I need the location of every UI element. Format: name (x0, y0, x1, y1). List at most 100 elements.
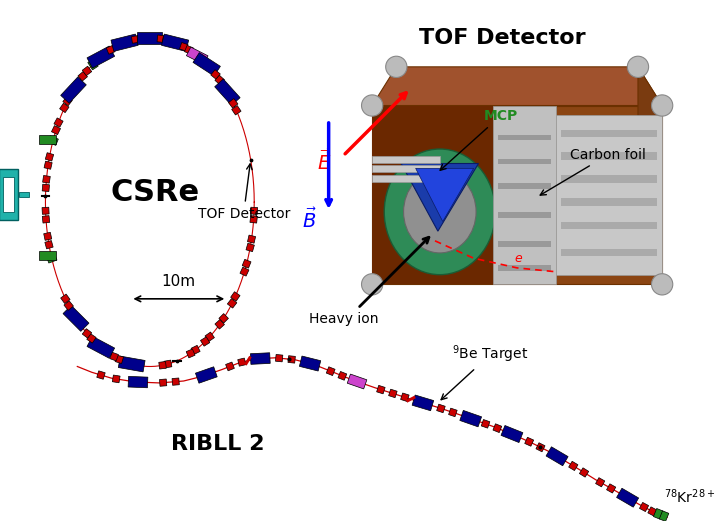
Bar (498, 135, 551, 140)
Text: $\vec{E}$: $\vec{E}$ (318, 149, 331, 174)
Bar (118, 356, 145, 372)
Polygon shape (415, 169, 474, 222)
Bar (191, 346, 200, 355)
Bar (82, 329, 91, 338)
Bar (44, 232, 52, 240)
Bar (288, 356, 295, 363)
Bar (219, 314, 228, 323)
Bar (42, 216, 50, 223)
Bar (48, 136, 58, 145)
Bar (42, 184, 50, 191)
Bar (160, 379, 167, 386)
Bar (215, 75, 225, 85)
Text: Carbon foil: Carbon foil (540, 148, 646, 195)
Bar (250, 216, 257, 223)
Bar (389, 389, 397, 398)
Bar (39, 251, 56, 260)
Bar (561, 152, 657, 160)
Bar (498, 265, 551, 271)
Bar (211, 70, 220, 79)
Bar (107, 46, 115, 54)
Bar (412, 395, 433, 411)
Bar (63, 305, 89, 331)
Bar (51, 126, 60, 135)
Bar (161, 34, 189, 51)
Bar (162, 36, 170, 44)
Bar (493, 105, 556, 284)
Bar (449, 408, 457, 417)
Bar (240, 267, 249, 276)
Polygon shape (401, 163, 479, 231)
Bar (251, 353, 270, 364)
Bar (648, 507, 657, 516)
Text: 10m: 10m (162, 274, 196, 289)
Bar (138, 32, 163, 43)
Bar (47, 254, 57, 263)
Bar (493, 424, 502, 432)
Bar (347, 374, 367, 389)
Text: RIBLL 2: RIBLL 2 (171, 434, 264, 454)
Text: e: e (514, 252, 522, 265)
Bar (164, 360, 172, 368)
Bar (561, 175, 657, 183)
Bar (660, 511, 669, 522)
Bar (112, 375, 120, 383)
Bar (242, 259, 251, 268)
Bar (372, 175, 440, 182)
Bar (54, 118, 63, 127)
Bar (595, 478, 605, 487)
Text: $\vec{B}$: $\vec{B}$ (302, 207, 317, 232)
Bar (616, 488, 639, 507)
Bar (19, 191, 29, 197)
Bar (546, 447, 568, 466)
Text: TOF Detector: TOF Detector (197, 164, 290, 220)
Bar (498, 158, 551, 164)
Bar (64, 301, 73, 311)
Bar (238, 358, 246, 366)
Bar (45, 241, 53, 249)
Bar (377, 385, 385, 394)
Bar (436, 404, 445, 413)
Bar (172, 378, 179, 385)
Bar (96, 371, 105, 379)
Bar (580, 468, 589, 477)
Bar (205, 332, 215, 341)
Circle shape (652, 273, 672, 295)
Bar (400, 393, 409, 402)
Bar (87, 336, 114, 358)
Bar (561, 130, 657, 137)
Bar (186, 349, 195, 358)
Bar (244, 356, 252, 366)
Circle shape (361, 95, 383, 116)
Text: MCP: MCP (440, 109, 518, 170)
Bar (60, 103, 69, 113)
Bar (60, 294, 70, 304)
Bar (0, 169, 19, 219)
Circle shape (652, 95, 672, 116)
Bar (561, 222, 657, 229)
Text: CSRe: CSRe (110, 178, 199, 207)
Bar (86, 334, 96, 343)
Bar (569, 461, 578, 471)
Bar (498, 241, 551, 246)
Bar (82, 66, 91, 76)
Bar (338, 372, 347, 380)
Circle shape (386, 56, 407, 77)
Bar (232, 105, 241, 115)
Bar (225, 362, 235, 371)
Text: $^9$Be Target: $^9$Be Target (441, 343, 528, 400)
Bar (184, 46, 194, 54)
Bar (556, 115, 662, 275)
Ellipse shape (404, 171, 476, 253)
Bar (78, 72, 88, 81)
Ellipse shape (384, 149, 495, 275)
Bar (228, 99, 238, 108)
Bar (561, 198, 657, 206)
Circle shape (361, 273, 383, 295)
Bar (87, 46, 114, 68)
Bar (215, 79, 240, 105)
Bar (536, 443, 545, 452)
Bar (4, 177, 14, 212)
Polygon shape (372, 105, 493, 284)
Bar (111, 34, 138, 51)
